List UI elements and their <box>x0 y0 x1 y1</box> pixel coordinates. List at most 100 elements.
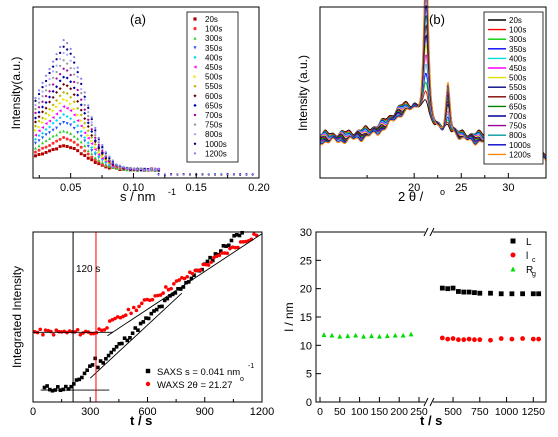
data-point <box>79 140 83 144</box>
data-point <box>129 167 132 170</box>
data-point <box>345 333 351 339</box>
data-point <box>76 106 80 110</box>
data-point <box>107 166 111 170</box>
data-point <box>230 245 235 249</box>
data-point <box>214 173 216 176</box>
data-point <box>115 163 118 166</box>
data-point <box>83 98 86 101</box>
data-point <box>143 168 146 172</box>
data-point <box>225 251 230 256</box>
data-point <box>41 81 44 85</box>
x-tick-label: 1000 <box>495 406 519 418</box>
data-point <box>62 144 66 148</box>
data-point <box>44 89 48 92</box>
panel-c-integrated-intensity-chart: 120 s 0 300 600 900 1200 t / s Integrated Inten… <box>10 230 274 428</box>
data-point <box>37 110 41 114</box>
data-point <box>369 333 374 339</box>
legend-label-sub: g <box>532 271 536 278</box>
x-axis-label: t / s <box>420 413 442 428</box>
data-point <box>245 173 248 176</box>
data-point <box>41 90 44 93</box>
data-point <box>80 87 83 91</box>
data-point <box>83 108 86 111</box>
legend-marker <box>193 36 197 40</box>
data-point <box>94 129 97 132</box>
x-tick-label: 20 <box>408 182 420 194</box>
data-point <box>73 73 76 76</box>
data-point <box>168 294 172 298</box>
legend-marker <box>193 113 197 117</box>
data-point <box>101 145 104 149</box>
data-point <box>55 139 59 143</box>
data-point <box>83 117 87 121</box>
data-point <box>101 149 104 153</box>
x-tick-label: 600 <box>138 406 156 418</box>
data-point <box>41 126 45 130</box>
data-point <box>37 144 41 148</box>
data-point <box>477 337 483 343</box>
waxs-slope-fit <box>107 233 263 337</box>
data-point <box>160 304 164 309</box>
data-point <box>220 173 223 176</box>
data-point <box>337 333 343 339</box>
x-axis-label-sup: o <box>440 187 445 197</box>
data-point <box>78 332 83 337</box>
data-point <box>90 152 94 156</box>
data-point <box>48 90 51 93</box>
data-point <box>44 121 48 125</box>
x-tick-label: 0 <box>30 406 36 418</box>
data-point <box>97 162 101 166</box>
x-tick-label: 0.15 <box>186 182 207 194</box>
legend-label: 750s <box>205 121 222 130</box>
data-point <box>62 135 66 139</box>
data-point <box>100 160 104 164</box>
data-point <box>37 148 41 152</box>
data-point <box>201 262 206 267</box>
y-tick-label: 30 <box>300 227 312 239</box>
data-point <box>97 149 101 153</box>
data-point <box>450 336 456 341</box>
data-point <box>73 55 76 59</box>
legend-label: l <box>526 251 528 262</box>
data-point <box>252 232 256 236</box>
data-point <box>213 252 218 256</box>
data-point <box>34 107 37 111</box>
data-point <box>58 64 62 67</box>
data-point <box>104 163 108 167</box>
data-point <box>44 117 48 121</box>
legend-label: 600s <box>205 92 222 101</box>
data-point <box>79 152 83 156</box>
legend-marker <box>193 65 197 69</box>
data-point <box>86 144 90 148</box>
data-point <box>51 115 55 119</box>
axis-break-gap <box>425 399 433 405</box>
data-point <box>87 111 90 114</box>
data-point <box>44 127 48 131</box>
data-point <box>138 321 143 326</box>
data-point <box>218 249 223 253</box>
data-point <box>139 301 144 306</box>
legend-label: 700s <box>509 112 526 121</box>
data-point <box>97 145 101 149</box>
data-point <box>69 146 73 150</box>
legend-marker <box>193 75 197 79</box>
data-point <box>106 353 111 358</box>
data-point <box>58 94 62 98</box>
data-point <box>37 89 41 92</box>
data-point <box>37 129 41 133</box>
data-point <box>224 244 228 248</box>
data-point <box>44 84 48 88</box>
data-point <box>79 108 83 112</box>
data-point <box>83 103 86 107</box>
data-point <box>69 123 73 127</box>
legend-label: 300s <box>205 34 222 43</box>
legend-label: 750s <box>509 122 526 131</box>
data-point <box>128 336 132 340</box>
data-point <box>65 114 69 118</box>
legend-marker <box>510 252 516 258</box>
data-point <box>51 148 55 152</box>
data-point <box>117 342 122 346</box>
data-point <box>51 83 55 86</box>
data-point <box>69 73 72 77</box>
data-point <box>86 156 90 160</box>
